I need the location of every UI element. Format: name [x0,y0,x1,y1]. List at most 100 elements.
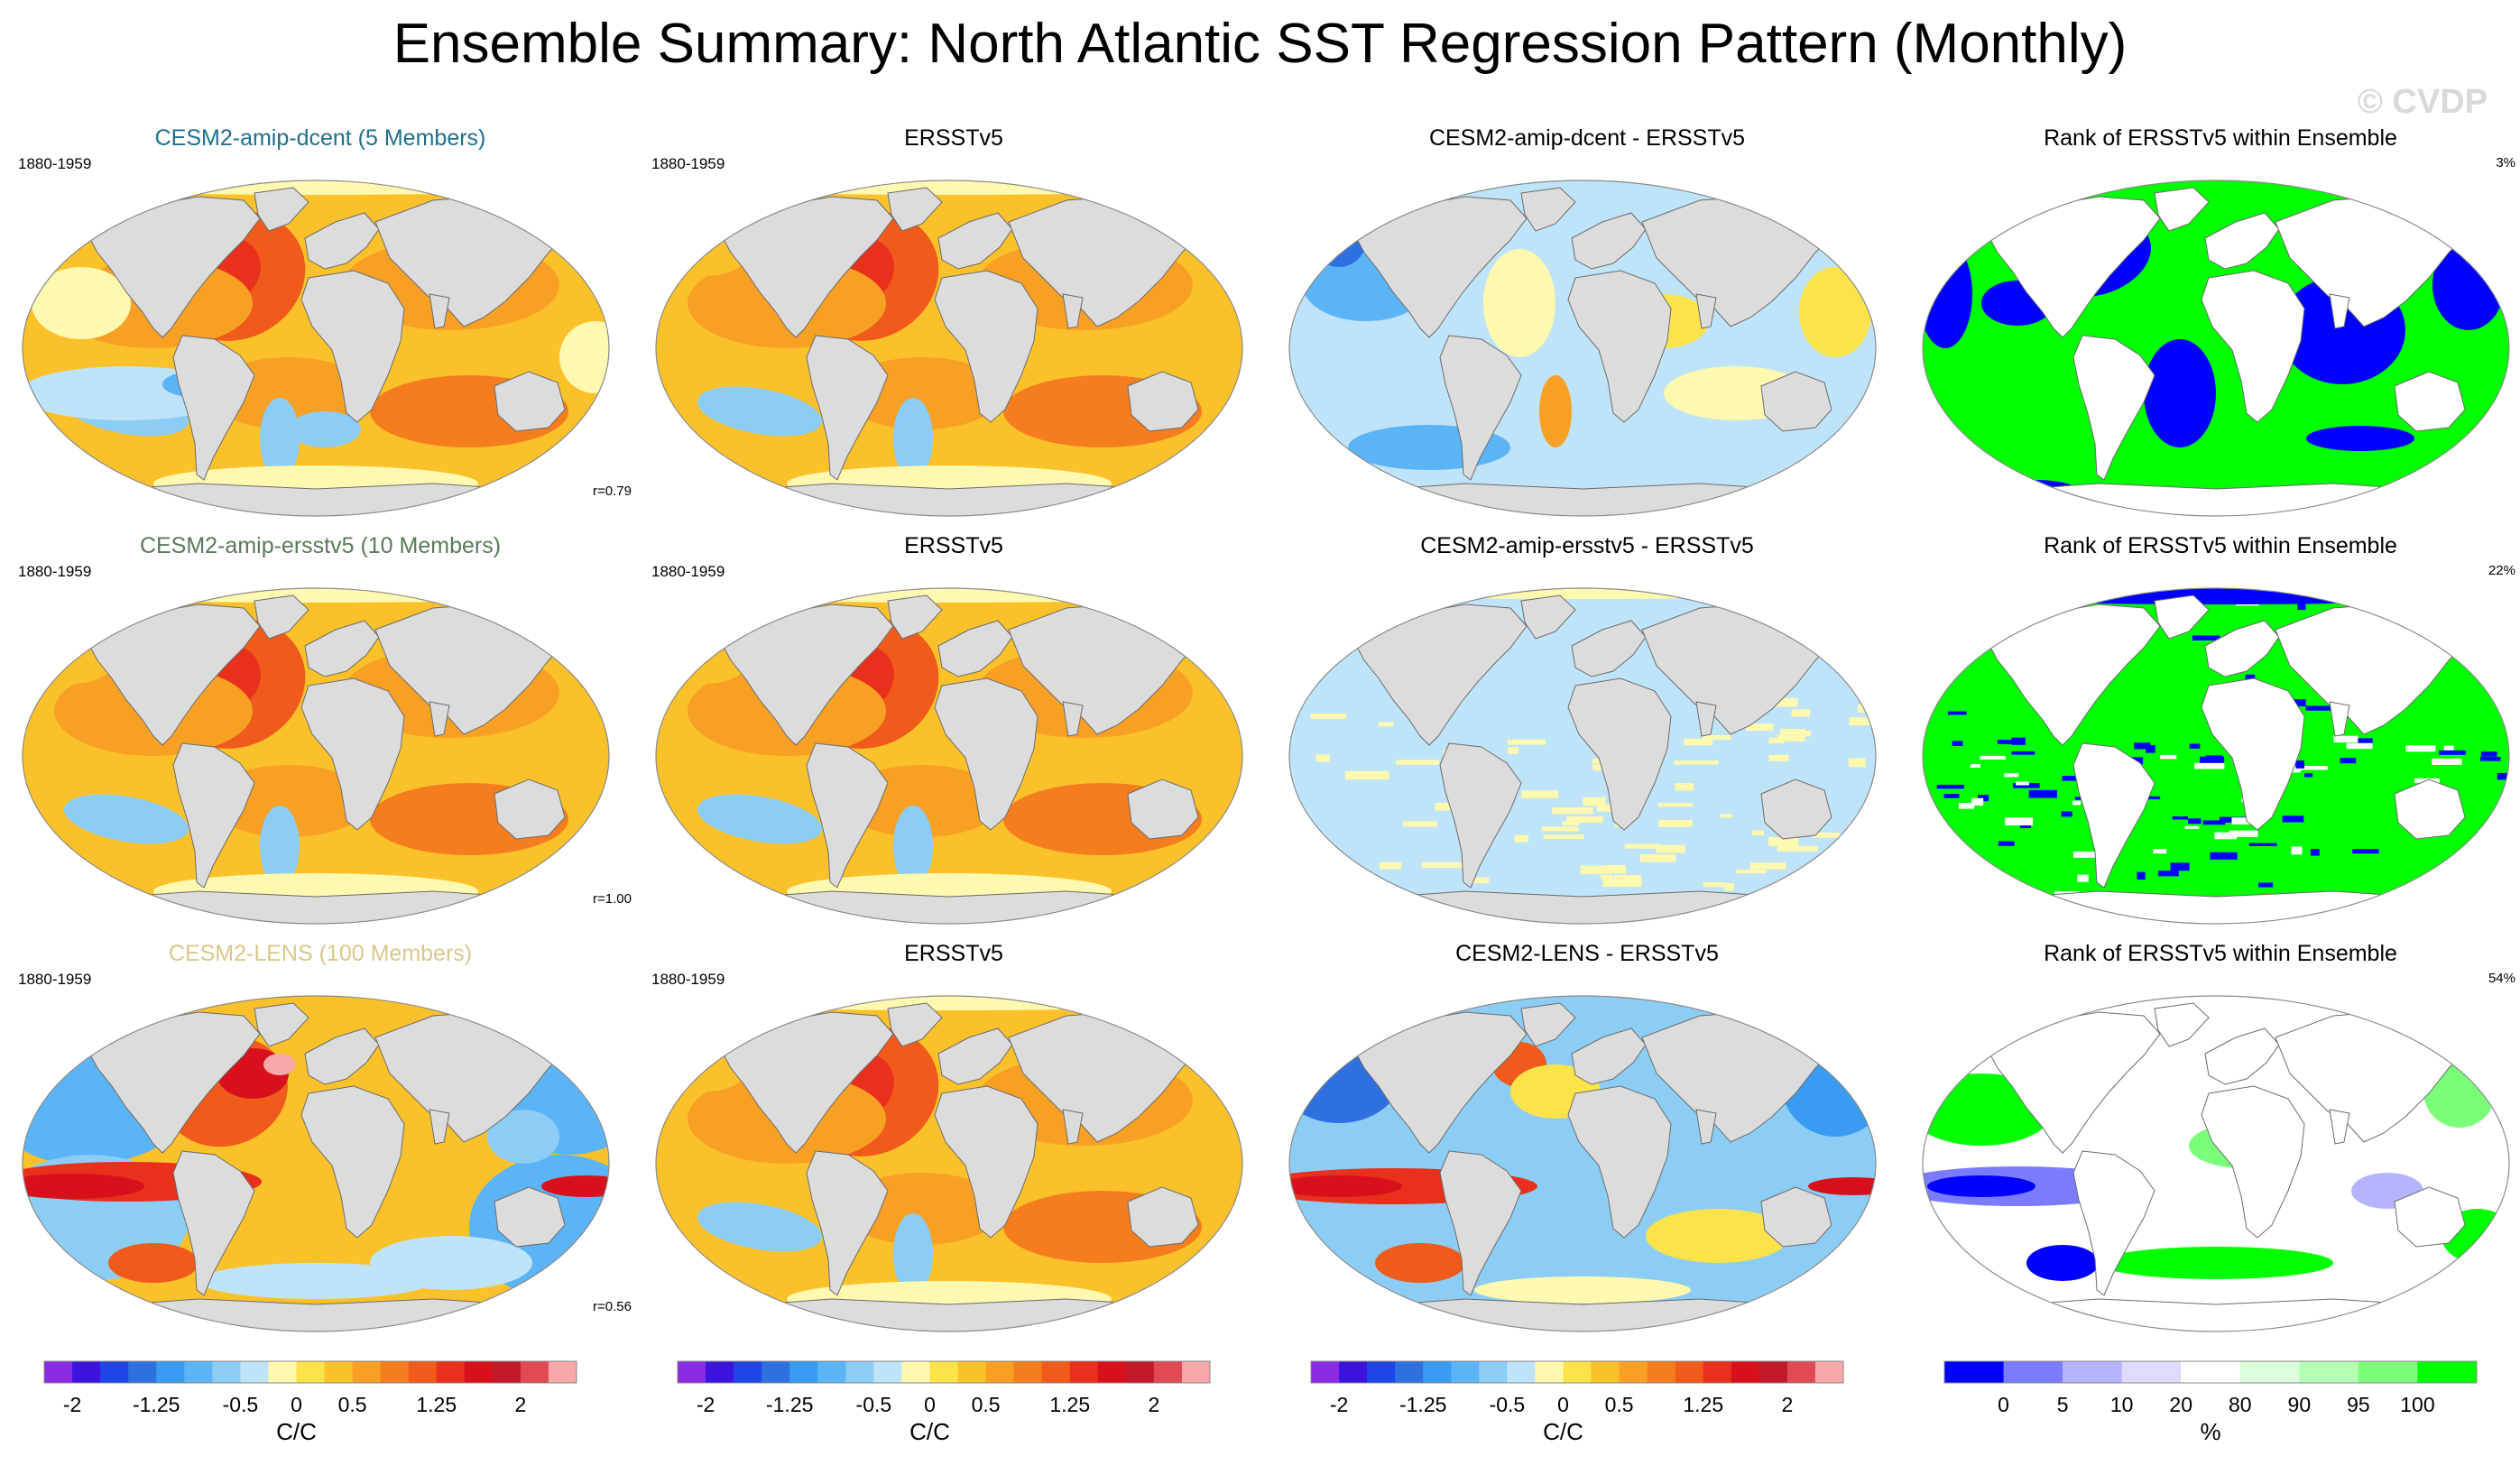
colorbar-swatch [548,1361,577,1383]
colorbar-swatch [1814,1361,1844,1383]
panel-title-rank: Rank of ERSSTv5 within Ensemble [2044,533,2397,558]
colorbar-tick-label: 0 [1998,1393,2009,1416]
continent-europe [2204,620,2280,677]
colorbar-swatch [1731,1361,1760,1383]
panel-title-obs: ERSSTv5 [904,941,1003,966]
continent-africa [300,1085,405,1239]
colorbar-tick-label: -2 [62,1393,82,1416]
continent-namerica [718,196,894,338]
map-border [22,587,610,925]
colorbar-swatch [1786,1361,1816,1383]
colorbar-tick-label: 1.25 [416,1393,457,1416]
colorbar-swatches [1310,1360,1844,1384]
colorbar-swatch [1758,1361,1788,1383]
panel-period: 1880-1959 [651,971,725,988]
colorbar-swatch [985,1361,1015,1383]
colorbar-tick-label: 95 [2347,1393,2370,1416]
colorbar-tick-label: 0 [1557,1393,1569,1416]
continent-australia [1127,1186,1199,1248]
continent-samerica [1439,335,1522,481]
colorbar-swatch [1507,1361,1536,1383]
panel-rank-row2: Rank of ERSSTv5 within Ensemble 22% [1909,532,2520,929]
colorbar-swatch [706,1361,734,1383]
colorbar-swatches [43,1360,577,1384]
panel-rank-row1: Rank of ERSSTv5 within Ensemble 3% [1909,124,2520,521]
continent-europe [304,1027,380,1085]
colorbar-tick-label: 10 [2109,1393,2134,1416]
colorbar-swatch [1013,1361,1043,1383]
colorbar-tick-label: 2 [1781,1393,1794,1416]
colorbar-swatch [324,1361,354,1383]
cvdp-watermark: © CVDP [2357,83,2488,121]
continent-namerica [1352,196,1528,338]
map-rank-row3 [1922,995,2510,1332]
continent-africa [1567,270,1672,423]
pattern-correlation: r=1.00 [593,891,632,907]
panel-period: 1880-1959 [18,155,92,172]
continent-india [429,701,450,737]
colorbar-swatch [1125,1361,1155,1383]
continent-australia [2394,779,2466,840]
continent-greenland [887,187,943,232]
colorbar-tick-label: -1.25 [765,1393,814,1416]
colorbar-units: C/C [1543,1418,1583,1445]
colorbar-swatch [1097,1361,1127,1383]
colorbar-swatch [734,1361,762,1383]
colorbar-swatch [464,1361,494,1383]
colorbar-tick-label: 2 [1148,1393,1160,1416]
ocean-field [23,588,609,924]
colorbar-swatch [678,1361,706,1383]
continent-namerica [85,196,261,338]
rank-percent: 3% [2496,155,2515,170]
colorbar-tick-label: 80 [2228,1393,2252,1416]
colorbar-tick-label: -2 [1329,1393,1349,1416]
continent-greenland [254,594,309,640]
panel-rank-row3: Rank of ERSSTv5 within Ensemble 54% [1909,940,2520,1337]
colorbar-swatch [2239,1361,2300,1383]
page-title: Ensemble Summary: North Atlantic SST Reg… [392,13,2128,75]
continent-africa [2201,1085,2305,1239]
continent-samerica [2072,742,2155,889]
continent-india [429,293,450,329]
colorbar-tick-label: 0.5 [1604,1393,1634,1416]
continent-namerica [85,604,261,746]
panel-title-model: CESM2-amip-ersstv5 (10 Members) [139,533,502,558]
panel-title-diff: CESM2-amip-ersstv5 - ERSSTv5 [1420,533,1754,558]
panel-title-obs: ERSSTv5 [904,125,1003,151]
colorbar-swatch [2417,1361,2478,1383]
continent-europe [1571,620,1647,677]
continent-africa [2201,677,2305,831]
continent-namerica [1985,1011,2161,1154]
continent-india [1062,701,1084,737]
continent-samerica [172,335,255,481]
colorbar-swatch [1367,1361,1396,1383]
continent-india [1695,1109,1717,1145]
colorbar-swatch [1479,1361,1508,1383]
panel-obs-row2: ERSSTv5 1880-1959 [642,532,1265,929]
colorbar-swatch [408,1361,438,1383]
colorbar-swatch [436,1361,466,1383]
continent-namerica [1352,1011,1528,1154]
colorbar-swatch [296,1361,326,1383]
continent-europe [937,620,1013,677]
map-model-row1 [22,180,610,517]
ocean-field [656,588,1242,924]
panel-diff-row2: CESM2-amip-ersstv5 - ERSSTv5 [1276,532,1898,929]
ocean-field [656,996,1242,1331]
colorbar-swatch [1069,1361,1099,1383]
continent-namerica [718,1011,894,1154]
colorbar-regression-1: -2 -1.25 -0.5 0 0.5 1.25 2 C/C [43,1360,585,1445]
colorbar-swatch [1619,1361,1648,1383]
panel-period: 1880-1959 [18,971,92,988]
continent-greenland [1520,187,1576,232]
colorbar-swatch [156,1361,185,1383]
map-obs-row1 [655,180,1243,517]
continent-samerica [806,335,889,481]
panel-obs-row1: ERSSTv5 1880-1959 [642,124,1265,521]
colorbar-swatch [1451,1361,1480,1383]
colorbar-swatches [1943,1360,2478,1384]
map-border [1288,180,1877,517]
colorbar-tick-label: 0.5 [971,1393,1001,1416]
panel-period: 1880-1959 [651,155,725,172]
ocean-field [1289,588,1876,924]
